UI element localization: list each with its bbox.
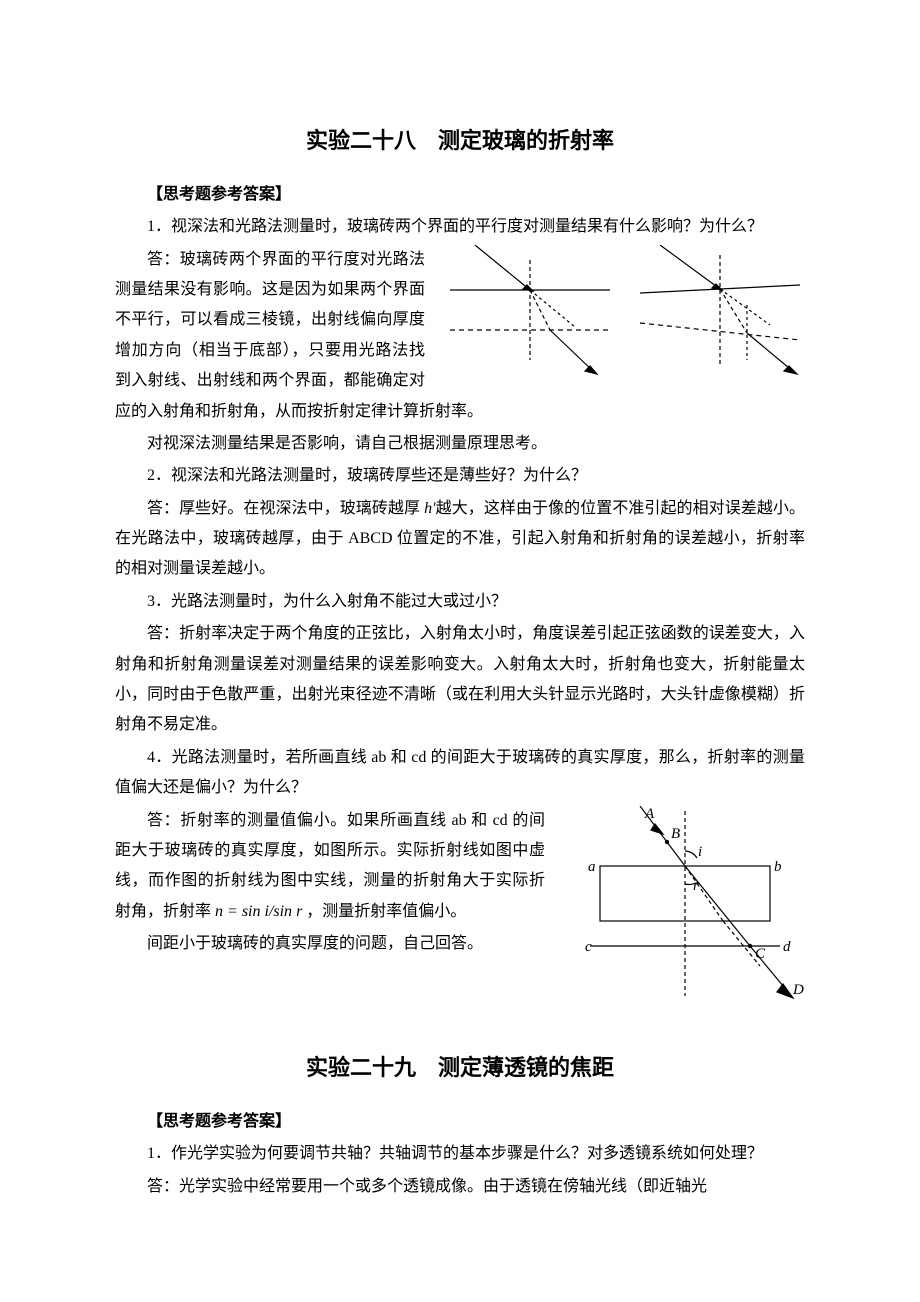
exp28-subheading: 【思考题参考答案】	[115, 180, 805, 210]
exp28-q1: 1．视深法和光路法测量时，玻璃砖两个界面的平行度对测量结果有什么影响？为什么？	[115, 212, 805, 242]
svg-text:c: c	[585, 939, 592, 955]
a4-post: ，测量折射率值偏小。	[306, 903, 466, 920]
exp28-a1-block: 答：玻璃砖两个界面的平行度对光路法测量结果没有影响。这是因为如果两个界面不平行，…	[115, 245, 805, 462]
svg-text:A: A	[644, 806, 655, 822]
exp28-a4-block: A B i r a b c d C D 答：折射率的测量值偏小。如果所画直线 a…	[115, 806, 805, 1012]
exp29-a1: 答：光学实验中经常要用一个或多个透镜成像。由于透镜在傍轴光线（即近轴光	[115, 1172, 805, 1202]
exp28-title: 实验二十八 测定玻璃的折射率	[115, 120, 805, 162]
exp28-q2: 2．视深法和光路法测量时，玻璃砖厚些还是薄些好？为什么？	[115, 461, 805, 491]
svg-text:a: a	[588, 859, 596, 875]
svg-text:D: D	[792, 982, 804, 998]
exp28-a2: 答：厚些好。在视深法中，玻璃砖越厚 h′越大，这样由于像的位置不准引起的相对误差…	[115, 494, 805, 585]
exp29-subheading: 【思考题参考答案】	[115, 1107, 805, 1137]
experiment-28-section: 实验二十八 测定玻璃的折射率 【思考题参考答案】 1．视深法和光路法测量时，玻璃…	[115, 120, 805, 1012]
svg-text:d: d	[783, 939, 791, 955]
exp28-a3: 答：折射率决定于两个角度的正弦比，入射角太小时，角度误差引起正弦函数的误差变大，…	[115, 619, 805, 741]
experiment-29-section: 实验二十九 测定薄透镜的焦距 【思考题参考答案】 1．作光学实验为何要调节共轴？…	[115, 1047, 805, 1202]
svg-text:C: C	[755, 946, 766, 962]
exp28-q3: 3．光路法测量时，为什么入射角不能过大或过小？	[115, 587, 805, 617]
exp29-q1: 1．作光学实验为何要调节共轴？共轴调节的基本步骤是什么？对多透镜系统如何处理？	[115, 1139, 805, 1169]
exp28-a1-p2: 对视深法测量结果是否影响，请自己根据测量原理思考。	[115, 429, 805, 459]
refraction-formula: n = sin i/sin r	[211, 903, 306, 920]
exp29-title: 实验二十九 测定薄透镜的焦距	[115, 1047, 805, 1089]
svg-text:i: i	[698, 844, 702, 860]
svg-text:b: b	[774, 859, 782, 875]
svg-text:B: B	[671, 826, 680, 842]
refraction-prism-figure	[435, 245, 805, 386]
exp28-q4: 4．光路法测量时，若所画直线 ab 和 cd 的间距大于玻璃砖的真实厚度，那么，…	[115, 743, 805, 804]
glass-slab-figure: A B i r a b c d C D	[555, 806, 805, 1012]
svg-text:r: r	[693, 878, 699, 894]
